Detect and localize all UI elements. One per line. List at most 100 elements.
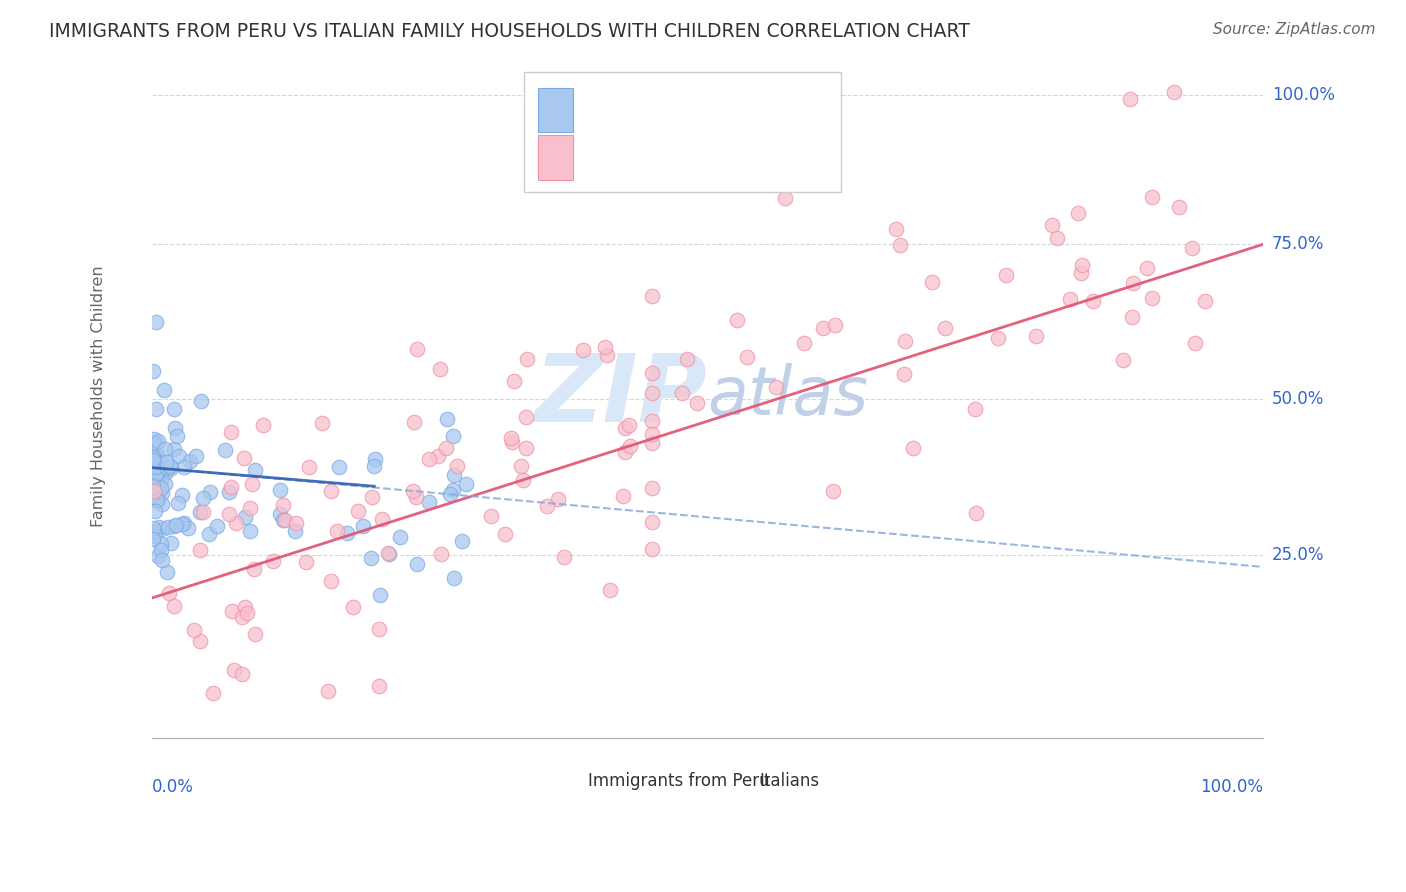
Point — [823, 484, 845, 499]
Point — [294, 556, 316, 570]
Point — [153, 383, 176, 397]
Point — [240, 476, 263, 491]
Point — [170, 517, 193, 532]
Point — [439, 487, 461, 501]
Point — [1184, 335, 1206, 350]
Point — [143, 503, 166, 517]
Point — [143, 432, 166, 446]
Point — [146, 493, 169, 508]
Point — [150, 456, 173, 470]
Point — [371, 512, 394, 526]
Point — [150, 486, 173, 500]
Point — [145, 460, 167, 475]
Point — [501, 431, 523, 445]
Point — [198, 484, 221, 499]
Point — [614, 444, 637, 458]
Text: Source: ZipAtlas.com: Source: ZipAtlas.com — [1212, 22, 1375, 37]
Point — [233, 509, 256, 524]
Point — [271, 513, 294, 527]
Text: 75.0%: 75.0% — [1272, 235, 1324, 253]
Point — [596, 348, 619, 362]
Point — [793, 336, 815, 351]
Point — [163, 442, 186, 457]
Point — [402, 483, 425, 498]
Point — [1163, 86, 1185, 100]
Text: Immigrants from Peru: Immigrants from Peru — [588, 772, 769, 790]
Point — [316, 683, 339, 698]
Point — [145, 315, 167, 329]
Point — [197, 527, 219, 541]
Point — [429, 362, 451, 376]
Point — [1040, 218, 1063, 232]
Point — [218, 507, 240, 521]
Point — [183, 623, 205, 637]
Point — [239, 501, 262, 516]
Point — [145, 435, 167, 450]
Point — [963, 402, 986, 417]
Point — [269, 483, 291, 497]
Point — [152, 522, 174, 536]
Point — [188, 633, 211, 648]
Text: 0.0%: 0.0% — [152, 779, 194, 797]
Point — [262, 554, 284, 568]
Point — [378, 547, 401, 561]
Point — [167, 496, 190, 510]
Point — [150, 481, 173, 495]
Point — [641, 288, 664, 302]
Point — [1070, 266, 1092, 280]
Point — [160, 535, 183, 549]
Point — [641, 515, 664, 529]
Point — [641, 542, 664, 557]
Point — [901, 441, 924, 455]
Point — [155, 466, 177, 480]
Point — [143, 484, 166, 499]
Text: R =: R = — [582, 100, 626, 118]
Point — [894, 334, 917, 349]
Point — [184, 449, 207, 463]
Point — [163, 401, 186, 416]
Point — [515, 410, 537, 425]
Point — [1140, 190, 1163, 204]
Point — [148, 434, 170, 448]
Point — [232, 451, 254, 466]
Point — [284, 524, 307, 539]
Point — [176, 521, 198, 535]
Point — [166, 429, 188, 443]
Point — [405, 490, 427, 504]
Point — [889, 238, 911, 252]
Point — [451, 534, 474, 549]
Point — [363, 459, 385, 474]
Point — [893, 367, 915, 381]
Point — [512, 473, 534, 487]
Point — [145, 447, 167, 461]
Point — [142, 521, 165, 535]
Point — [368, 622, 391, 636]
Point — [614, 421, 637, 435]
Point — [145, 454, 167, 468]
Point — [153, 476, 176, 491]
Point — [165, 517, 187, 532]
Point — [389, 530, 412, 544]
Point — [1121, 310, 1143, 324]
Point — [236, 606, 259, 620]
Point — [1059, 293, 1081, 307]
Point — [221, 604, 243, 618]
Point — [1140, 291, 1163, 305]
Point — [271, 498, 294, 512]
Point — [233, 600, 256, 615]
Point — [516, 352, 538, 367]
Point — [163, 421, 186, 435]
Point — [443, 467, 465, 482]
Point — [328, 459, 350, 474]
Point — [364, 452, 387, 467]
Point — [418, 452, 440, 467]
Point — [934, 321, 956, 335]
Point — [160, 461, 183, 475]
Point — [765, 380, 787, 394]
Point — [219, 480, 242, 494]
Point — [231, 609, 253, 624]
Point — [429, 547, 451, 561]
Point — [921, 275, 943, 289]
Point — [406, 558, 429, 572]
Bar — [730, 767, 754, 796]
